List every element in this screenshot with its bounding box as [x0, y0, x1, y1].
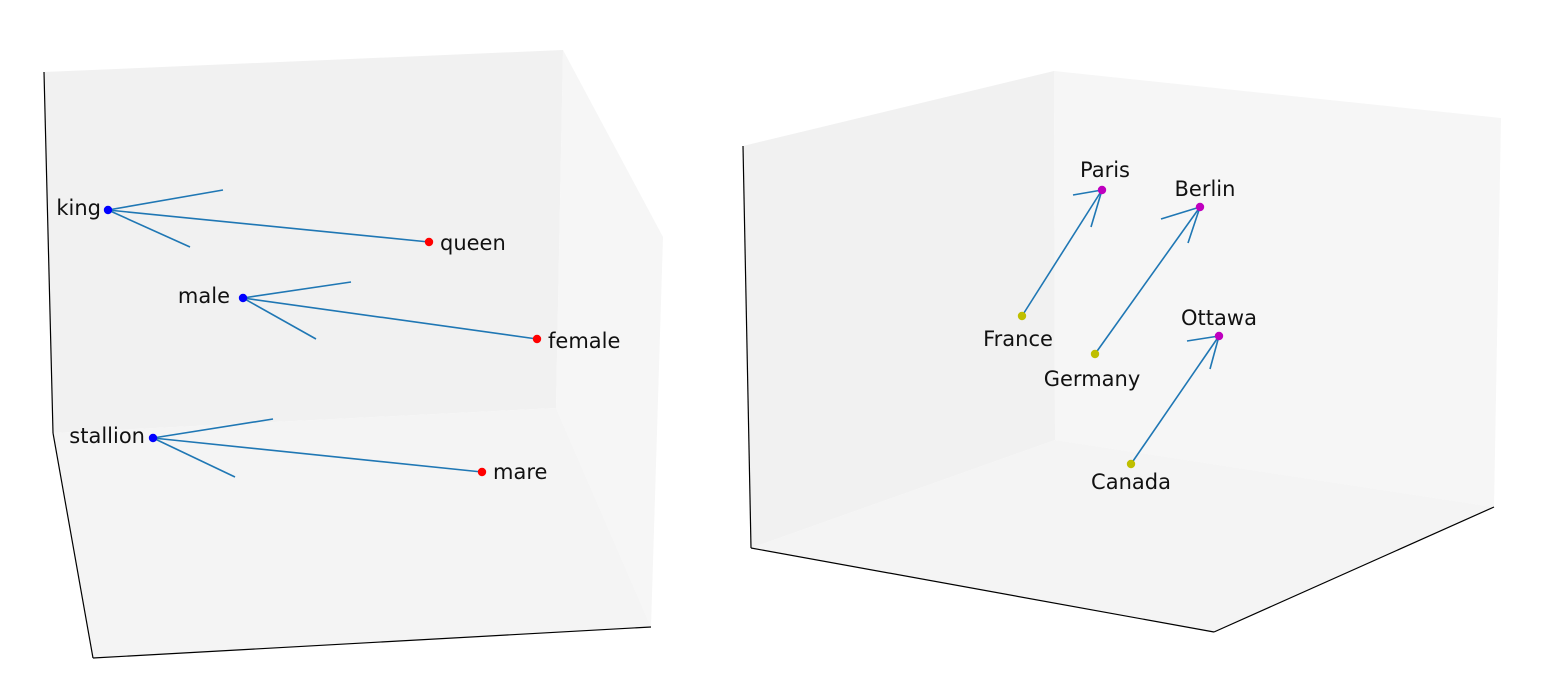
right-floor-pane [751, 440, 1494, 632]
right-back-pane [743, 71, 1055, 548]
point-queen [424, 237, 434, 247]
arrow-head-berlin-1 [1187, 206, 1201, 244]
arrow-head-paris-0 [1072, 189, 1103, 196]
point-male [238, 293, 248, 303]
label-king: king [56, 196, 101, 220]
right-y-axis-line [1213, 506, 1495, 633]
arrow-shaft-canada-ottawa [1130, 335, 1220, 465]
arrow-shaft-male-female [242, 297, 538, 340]
left-3d-axes: king male stallion queen female mare [43, 50, 663, 659]
label-paris: Paris [1080, 158, 1130, 182]
point-germany [1090, 349, 1100, 359]
arrow-head-male-1 [242, 297, 317, 340]
left-z-axis-line [43, 71, 54, 434]
label-berlin: Berlin [1175, 177, 1236, 201]
point-stallion [148, 433, 158, 443]
arrow-head-stallion-1 [152, 437, 236, 478]
label-queen: queen [440, 231, 506, 255]
label-mare: mare [493, 460, 547, 484]
point-canada [1126, 459, 1136, 469]
label-france: France [983, 327, 1053, 351]
label-germany: Germany [1044, 367, 1141, 391]
right-z-axis-line [742, 145, 752, 549]
left-plot-area: king male stallion queen female mare [56, 189, 620, 484]
label-stallion: stallion [69, 424, 145, 448]
arrow-head-ottawa-1 [1209, 335, 1220, 370]
arrow-shaft-stallion-mare [152, 437, 483, 473]
point-female [532, 334, 542, 344]
arrow-shaft-france-paris [1021, 189, 1103, 317]
arrow-head-paris-1 [1090, 189, 1103, 228]
point-mare [477, 467, 487, 477]
arrow-shaft-king-queen [107, 209, 430, 243]
arrow-head-berlin-0 [1160, 206, 1201, 220]
label-ottawa: Ottawa [1181, 306, 1257, 330]
arrow-head-king-0 [107, 189, 224, 211]
point-paris [1097, 185, 1107, 195]
arrow-head-male-0 [242, 281, 352, 299]
left-x-axis-line [92, 626, 652, 659]
label-male: male [178, 284, 230, 308]
arrow-head-ottawa-0 [1186, 335, 1220, 342]
left-y-axis-line [52, 432, 94, 659]
label-canada: Canada [1091, 470, 1171, 494]
left-back-pane [44, 50, 563, 433]
left-side-pane [556, 50, 663, 627]
right-side-pane [1054, 71, 1501, 507]
point-king [103, 205, 113, 215]
right-3d-axes: France Germany Canada Paris Berlin Ottawa [742, 71, 1501, 633]
right-plot-area: France Germany Canada Paris Berlin Ottawa [983, 158, 1257, 494]
arrow-head-king-1 [107, 209, 191, 248]
right-x-axis-line [750, 547, 1215, 633]
arrow-shaft-germany-berlin [1094, 206, 1201, 355]
left-floor-pane [53, 408, 651, 658]
point-berlin [1195, 202, 1205, 212]
label-female: female [548, 329, 620, 353]
point-ottawa [1214, 331, 1224, 341]
point-france [1017, 311, 1027, 321]
arrow-head-stallion-0 [152, 418, 274, 439]
